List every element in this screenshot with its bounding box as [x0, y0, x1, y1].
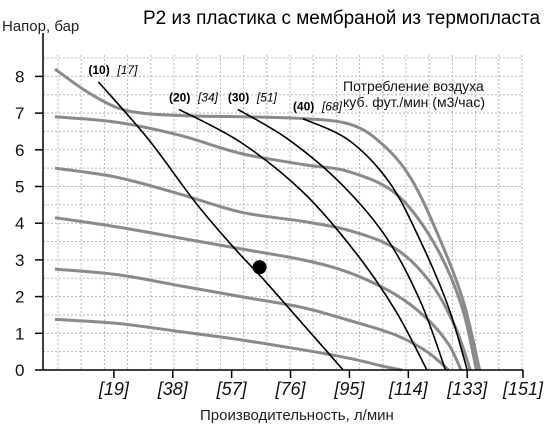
curve-label: (20) [169, 90, 190, 104]
curve-label: (10) [88, 63, 109, 77]
x-tick-label: [151] [502, 379, 544, 399]
air-consumption-curve [178, 108, 428, 371]
y-tick-label: 4 [15, 214, 24, 233]
operating-point [252, 260, 267, 275]
y-tick-label: 2 [15, 288, 24, 307]
y-axis-label: Напор, бар [2, 18, 79, 35]
x-tick-label: [114] [388, 379, 429, 399]
y-tick-label: 3 [15, 251, 24, 270]
curve-labels: (10) [17] (20) [34] (30) [51] (40) [68] [88, 63, 342, 114]
curve-label-alt: [34] [197, 90, 219, 104]
performance-curve [54, 216, 463, 371]
x-tick-label: [76] [275, 379, 307, 399]
air-consumption-curves [97, 81, 468, 371]
y-tick-label: 0 [15, 361, 24, 380]
legend-title-line-1: Потребление воздуха [343, 78, 484, 94]
x-tick-label: [38] [157, 379, 189, 399]
legend-title-line-2: куб. фут./мин (м3/час) [343, 94, 485, 110]
y-tick-label: 7 [15, 104, 24, 123]
curve-label-alt: [68] [321, 100, 343, 114]
performance-curve [54, 115, 478, 371]
air-consumption-curve [302, 117, 468, 371]
x-tick-label: [57] [216, 379, 248, 399]
curve-label-alt: [17] [116, 63, 138, 77]
y-ticks: 0 1 2 3 4 5 6 7 8 [15, 67, 43, 380]
y-tick-label: 6 [15, 141, 24, 160]
air-consumption-curve [237, 108, 447, 371]
x-tick-label: [19] [98, 379, 130, 399]
y-tick-label: 1 [15, 324, 24, 343]
chart-title: P2 из пластика с мембраной из термопласт… [143, 8, 540, 29]
performance-curve [54, 317, 403, 372]
curve-label: (40) [293, 100, 314, 114]
performance-curve [54, 166, 472, 371]
x-tick-label: [133] [446, 379, 488, 399]
curve-label-alt: [51] [256, 90, 278, 104]
x-axis-label: Производительность, л/мин [200, 407, 394, 424]
performance-curve [54, 267, 450, 372]
x-ticks: [19] [38] [57] [76] [95] [114] [133] [151] [98, 370, 544, 399]
y-tick-label: 8 [15, 67, 24, 86]
y-tick-label: 5 [15, 178, 24, 197]
x-tick-label: [95] [333, 379, 365, 399]
curve-label: (30) [228, 90, 249, 104]
air-consumption-curve [97, 81, 344, 371]
